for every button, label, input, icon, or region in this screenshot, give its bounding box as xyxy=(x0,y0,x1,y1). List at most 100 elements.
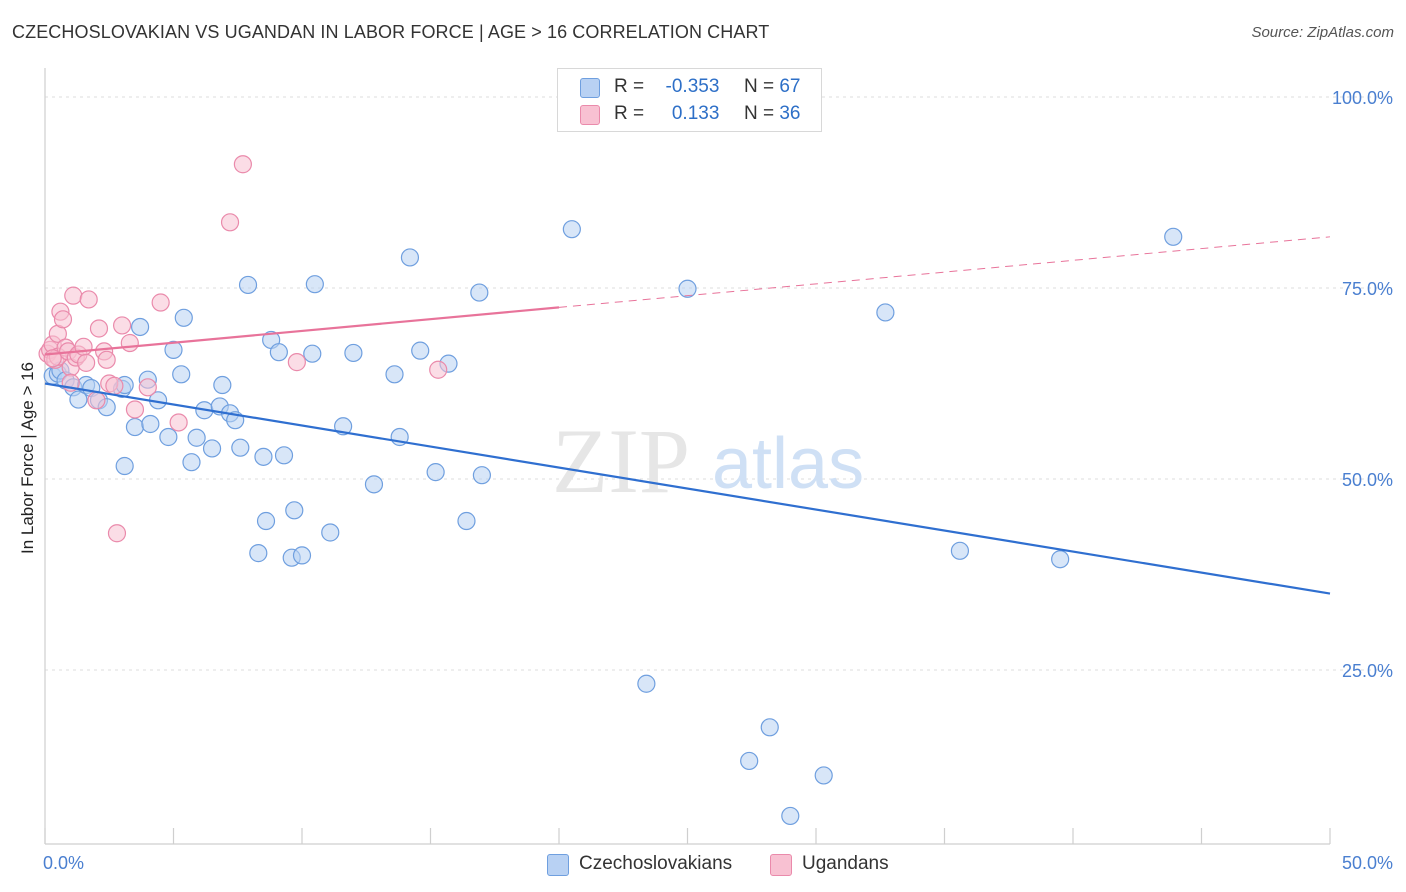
czechoslovakians-swatch xyxy=(580,78,600,98)
ugandans-point xyxy=(120,333,139,353)
czechoslovakians-point xyxy=(426,463,445,482)
czechoslovakians-point xyxy=(238,275,258,295)
czechoslovakians-point xyxy=(876,303,895,322)
czechoslovakians-point xyxy=(781,806,800,826)
ugandans-point xyxy=(429,360,448,379)
czechoslovakians-point xyxy=(457,511,476,531)
czechoslovakians-point xyxy=(213,375,232,395)
czechoslovakians-point xyxy=(172,365,191,384)
czechoslovakians-points xyxy=(43,220,1183,826)
czechoslovakians-point xyxy=(950,541,970,560)
legend-n-value: 36 xyxy=(779,103,801,124)
correlation-legend: R = -0.353 N = 67 R = 0.133 N = 36 xyxy=(557,68,822,132)
y-tick-label: 50.0% xyxy=(1342,470,1393,490)
ugandans-point xyxy=(105,376,124,395)
czechoslovakians-point xyxy=(231,438,250,457)
czechoslovakians-point xyxy=(472,466,491,485)
czechoslovakians-point xyxy=(470,283,489,302)
czechoslovakians-point xyxy=(274,446,294,465)
ugandans-point xyxy=(79,290,98,309)
watermark-atlas: atlas xyxy=(712,424,864,504)
tick-labels: 25.0% 50.0% 75.0% 100.0% 0.0% 50.0% xyxy=(43,88,1393,873)
watermark: ZIP atlas xyxy=(552,410,864,512)
czechoslovakians-point xyxy=(69,390,88,409)
ugandans-legend-label: Ugandans xyxy=(802,853,889,874)
ugandans-legend-swatch xyxy=(770,854,792,876)
czechoslovakians-point xyxy=(740,751,759,771)
czechoslovakians-legend-label: Czechoslovakians xyxy=(579,853,733,874)
czechoslovakians-point xyxy=(256,511,276,531)
czechoslovakians-point xyxy=(411,341,430,360)
czechoslovakians-point xyxy=(364,475,384,494)
ugandans-point xyxy=(112,316,132,335)
legend-r-value: 0.133 xyxy=(671,103,720,124)
axes xyxy=(44,68,1331,845)
legend-r-label: R = xyxy=(614,103,645,124)
legend-r-label: R = xyxy=(614,76,645,97)
czechoslovakians-point xyxy=(305,275,324,294)
ugandans-point xyxy=(107,524,127,543)
czechoslovakians-point xyxy=(285,501,304,520)
czechoslovakians-trend-line xyxy=(44,382,1331,595)
ugandans-trend-line-projection xyxy=(558,236,1331,308)
ugandans-point xyxy=(77,353,96,372)
czechoslovakians-point xyxy=(292,546,312,565)
czechoslovakians-point xyxy=(249,544,268,563)
x-tick-label: 50.0% xyxy=(1342,853,1393,873)
czechoslovakians-point xyxy=(187,428,206,447)
czechoslovakians-point xyxy=(760,718,779,737)
ugandans-point xyxy=(125,400,145,419)
y-tick-label: 25.0% xyxy=(1342,661,1393,681)
czechoslovakians-point xyxy=(130,317,150,337)
czechoslovakians-point xyxy=(385,365,404,384)
legend-n-label: N = xyxy=(743,103,775,124)
czechoslovakians-point xyxy=(164,340,183,359)
y-tick-label: 75.0% xyxy=(1342,279,1393,299)
trend-lines xyxy=(44,236,1331,595)
czechoslovakians-point xyxy=(1051,550,1070,569)
czechoslovakians-point xyxy=(637,674,656,693)
ugandans-point xyxy=(138,378,157,397)
czechoslovakians-point xyxy=(321,523,340,542)
x-tick-label: 0.0% xyxy=(43,853,84,873)
czechoslovakians-point xyxy=(254,447,273,466)
czechoslovakians-legend-swatch xyxy=(547,854,569,876)
czechoslovakians-point xyxy=(159,427,178,447)
ugandans-trend-line xyxy=(44,306,560,356)
ugandans-point xyxy=(233,155,252,174)
czechoslovakians-point xyxy=(174,308,193,327)
chart-source: Source: ZipAtlas.com xyxy=(1251,24,1394,41)
czechoslovakians-point xyxy=(182,453,201,472)
chart-title: CZECHOSLOVAKIAN VS UGANDAN IN LABOR FORC… xyxy=(12,22,770,42)
ugandans-point xyxy=(97,350,116,369)
legend-n-value: 67 xyxy=(779,76,801,97)
watermark-zip: ZIP xyxy=(552,410,690,512)
czechoslovakians-point xyxy=(202,439,222,458)
czechoslovakians-point xyxy=(115,456,134,476)
czechoslovakians-point xyxy=(814,766,833,785)
czechoslovakians-point xyxy=(303,344,322,363)
czechoslovakians-point xyxy=(141,414,160,434)
czechoslovakians-point xyxy=(344,343,363,363)
ugandans-point xyxy=(53,310,73,329)
ugandans-swatch xyxy=(580,105,600,125)
legend-n-label: N = xyxy=(743,76,775,97)
ugandans-point xyxy=(74,337,93,356)
ugandans-point xyxy=(287,353,306,372)
ugandans-point xyxy=(220,213,240,232)
czechoslovakians-point xyxy=(400,248,420,267)
czechoslovakians-point xyxy=(125,417,145,437)
ugandans-point xyxy=(64,286,83,305)
ugandans-point xyxy=(89,319,109,338)
czechoslovakians-point xyxy=(562,220,581,239)
ugandans-point xyxy=(87,391,106,410)
ugandans-point xyxy=(151,293,170,312)
y-tick-label: 100.0% xyxy=(1332,88,1393,108)
czechoslovakians-point xyxy=(678,279,697,298)
czechoslovakians-point xyxy=(1164,227,1183,246)
ugandans-point xyxy=(169,413,188,432)
legend-r-value: -0.353 xyxy=(665,76,720,97)
czechoslovakians-point xyxy=(269,343,288,362)
gridlines xyxy=(45,96,1392,671)
